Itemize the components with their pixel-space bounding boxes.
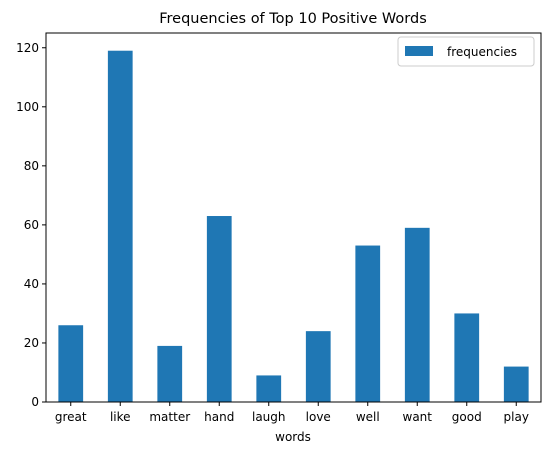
x-tick-label-matter: matter	[149, 410, 190, 424]
x-tick-label-hand: hand	[204, 410, 234, 424]
y-tick-label-120: 120	[16, 41, 39, 55]
y-axis-ticks: 0 20 40 60 80 100 120	[16, 41, 46, 409]
x-tick-label-love: love	[306, 410, 331, 424]
bar-good	[454, 313, 480, 402]
x-axis-label: words	[275, 430, 311, 444]
x-axis-ticks: great like matter hand laugh love well want good…	[55, 402, 529, 424]
y-tick-label-20: 20	[24, 336, 39, 350]
bar-play	[503, 366, 529, 402]
y-tick-label-80: 80	[24, 159, 39, 173]
legend-box	[397, 36, 535, 67]
bar-matter	[157, 345, 183, 402]
y-tick-label-40: 40	[24, 277, 39, 291]
bar-hand	[206, 216, 232, 402]
x-tick-label-great: great	[55, 410, 87, 424]
x-tick-label-laugh: laugh	[252, 410, 286, 424]
legend: frequencies	[397, 36, 535, 67]
x-tick-label-want: want	[403, 410, 433, 424]
y-tick-label-0: 0	[31, 395, 39, 409]
plot-frame	[45, 32, 542, 403]
bar-want	[404, 227, 430, 402]
legend-swatch	[405, 46, 433, 56]
x-tick-label-play: play	[504, 410, 529, 424]
y-tick-label-100: 100	[16, 100, 39, 114]
legend-label: frequencies	[447, 45, 517, 59]
y-tick-label-60: 60	[24, 218, 39, 232]
bar-love	[305, 331, 331, 402]
bar-like	[107, 50, 133, 403]
x-tick-label-like: like	[110, 410, 131, 424]
x-tick-label-well: well	[356, 410, 380, 424]
bar-well	[355, 245, 381, 402]
bar-laugh	[256, 375, 282, 402]
bars-layer	[58, 50, 529, 403]
x-tick-label-good: good	[452, 410, 482, 424]
chart-title: Frequencies of Top 10 Positive Words	[159, 11, 427, 27]
bar-great	[58, 325, 84, 402]
